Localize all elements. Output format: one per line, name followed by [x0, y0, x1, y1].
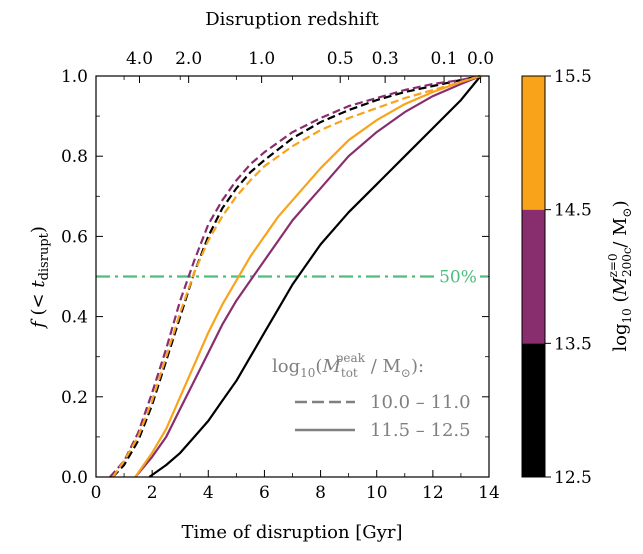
y-tick-label: 0.0 — [61, 468, 88, 488]
reference-line-label: 50% — [439, 268, 477, 288]
reference-label-background — [436, 265, 480, 286]
legend-entry-label: 11.5 – 12.5 — [370, 420, 471, 441]
series-line-dashed-145155 — [111, 74, 481, 478]
series-line-solid-125135 — [148, 75, 482, 478]
top-tick-label: 4.0 — [126, 49, 153, 69]
top-tick-label: 0.5 — [327, 49, 354, 69]
legend-title: log10(Mtotpeak / M⊙): — [272, 351, 424, 380]
series-line-solid-145155 — [134, 74, 481, 478]
top-axis-label: Disruption redshift — [205, 9, 379, 30]
x-tick-label: 8 — [315, 483, 326, 503]
x-tick-label: 14 — [478, 483, 500, 503]
top-tick-label: 1.0 — [248, 49, 275, 69]
series-line-dashed-135145 — [109, 74, 481, 478]
x-tick-label: 12 — [422, 483, 444, 503]
x-tick-label: 4 — [203, 483, 214, 503]
x-tick-label: 0 — [91, 483, 102, 503]
colorbar-tick-label: 13.5 — [554, 334, 592, 354]
plot-frame — [95, 75, 490, 478]
colorbar-label: log10 (M200cz=0 / M⊙) — [606, 200, 634, 351]
series-line-dashed-125135 — [111, 74, 481, 478]
colorbar-tick-label: 15.5 — [554, 67, 592, 87]
colorbar-bin — [522, 209, 545, 344]
colorbar-tick-label: 12.5 — [554, 468, 592, 488]
x-axis-label: Time of disruption [Gyr] — [181, 522, 402, 543]
x-tick-label: 6 — [259, 483, 270, 503]
legend-entry-label: 10.0 – 11.0 — [370, 392, 471, 413]
colorbar-bin — [522, 343, 545, 477]
y-axis-label: f (< tdisrupt) — [28, 226, 52, 330]
colorbar-bin — [522, 76, 545, 210]
y-tick-label: 0.4 — [61, 308, 88, 328]
colorbar-tick-label: 14.5 — [554, 201, 592, 221]
top-tick-label: 0.3 — [372, 49, 399, 69]
top-tick-label: 0.0 — [467, 49, 494, 69]
y-tick-label: 1.0 — [61, 67, 88, 87]
y-tick-label: 0.8 — [61, 147, 88, 167]
y-tick-label: 0.6 — [61, 227, 88, 247]
x-tick-label: 2 — [147, 483, 158, 503]
top-tick-label: 2.0 — [175, 49, 202, 69]
top-tick-label: 0.1 — [431, 49, 458, 69]
x-tick-label: 10 — [366, 483, 388, 503]
y-tick-label: 0.2 — [61, 388, 88, 408]
colorbar-frame — [521, 75, 546, 478]
series-line-solid-135145 — [134, 74, 482, 478]
